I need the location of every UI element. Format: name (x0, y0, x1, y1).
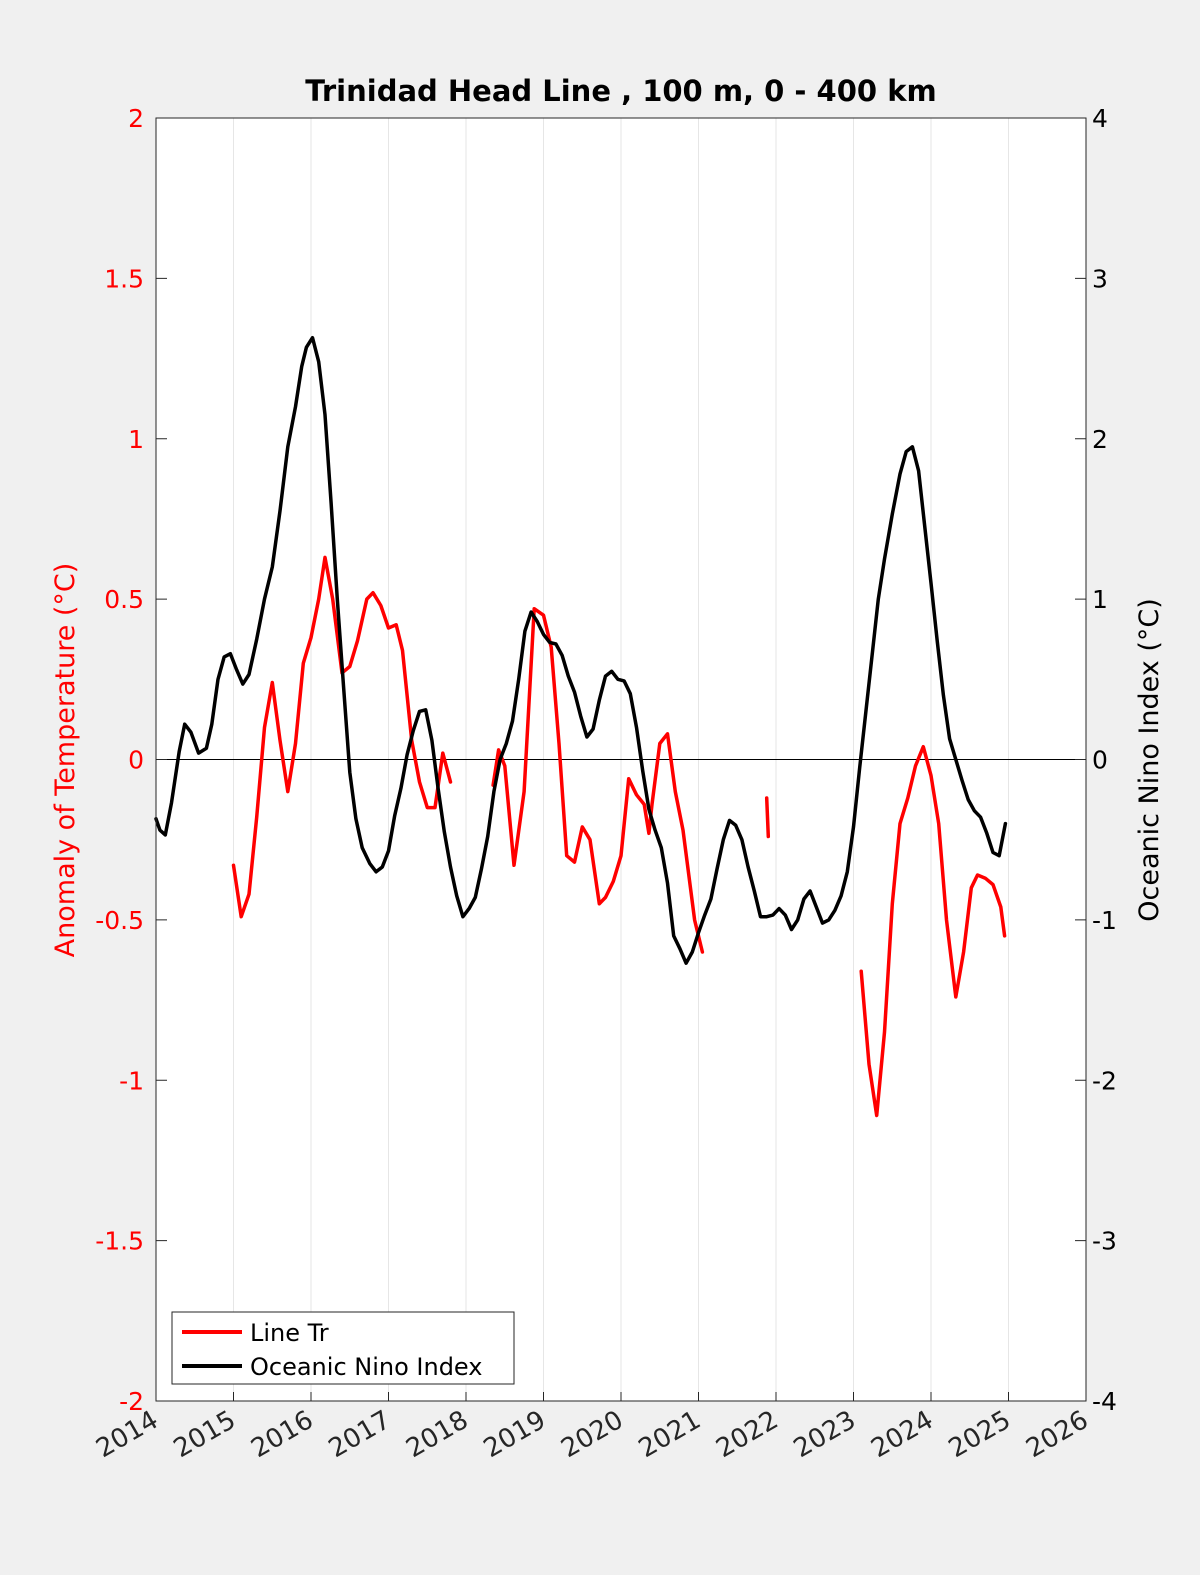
right-tick-label: -3 (1092, 1227, 1117, 1256)
left-axis: -2 -1.5 -1 -0.5 0 0.5 1 1.5 2 (95, 104, 167, 1416)
left-axis-label: Anomaly of Temperature (°C) (50, 563, 81, 958)
series-line-line-tr-segment-1 (491, 606, 705, 954)
legend-box (171, 1311, 515, 1385)
series-line-line-tr-segment-3 (859, 744, 1007, 1118)
left-tick-label: -2 (119, 1387, 144, 1416)
right-tick-label: 2 (1092, 425, 1108, 454)
left-tick-label: 0.5 (104, 585, 144, 614)
right-tick-label: 1 (1092, 585, 1108, 614)
right-tick-label: 3 (1092, 264, 1108, 293)
right-axis-label: Oceanic Nino Index (°C) (1134, 598, 1165, 922)
left-tick-label: 1 (128, 425, 144, 454)
chart-title: Trinidad Head Line , 100 m, 0 - 400 km (305, 74, 936, 108)
left-tick-label: 2 (128, 104, 144, 133)
left-tick-label: 0 (128, 746, 144, 775)
left-tick-label: -0.5 (95, 906, 144, 935)
series-layer (154, 335, 1008, 1118)
legend: Line Tr Oceanic Nino Index (171, 1311, 515, 1385)
right-tick-label: -1 (1092, 906, 1117, 935)
left-tick-label: -1 (119, 1066, 144, 1095)
right-axis: -4 -3 -2 -1 0 1 2 3 4 (1075, 104, 1117, 1416)
right-tick-label: 0 (1092, 746, 1108, 775)
right-tick-label: -2 (1092, 1066, 1117, 1095)
left-tick-label: -1.5 (95, 1227, 144, 1256)
legend-label-line-tr: Line Tr (250, 1319, 329, 1347)
right-tick-label: -4 (1092, 1387, 1117, 1416)
series-line-oceanic-nino-index-segment-0 (154, 335, 1008, 965)
series-line-line-tr-segment-2 (764, 796, 771, 839)
left-tick-label: 1.5 (104, 264, 144, 293)
right-tick-label: 4 (1092, 104, 1108, 133)
legend-label-oni: Oceanic Nino Index (250, 1353, 482, 1381)
